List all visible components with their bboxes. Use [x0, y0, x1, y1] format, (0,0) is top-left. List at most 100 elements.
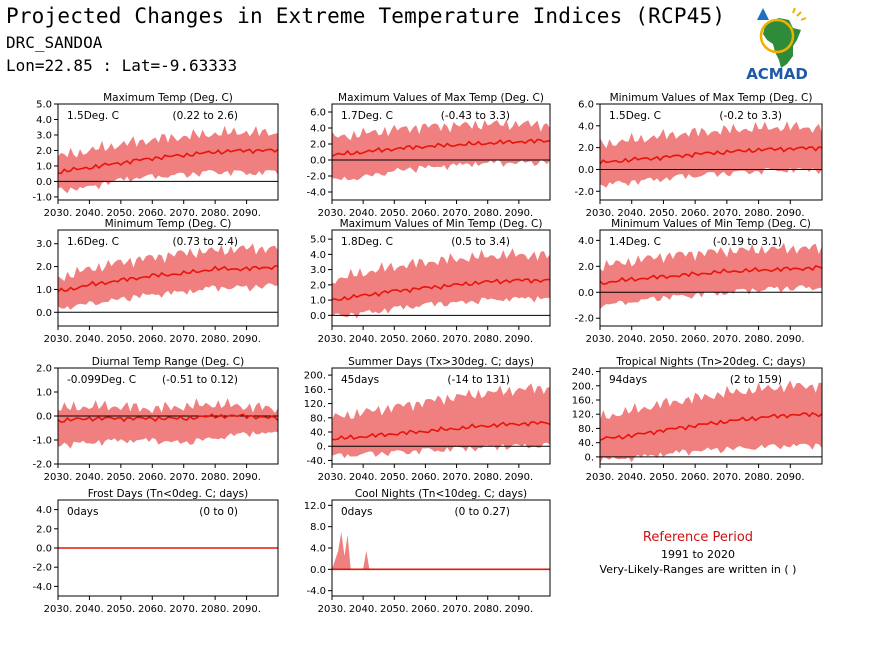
y-tick-label: 240.: [572, 367, 594, 378]
chart-title: Frost Days (Tn<0deg. C; days): [88, 488, 248, 500]
likely-range: (-14 to 131): [447, 374, 510, 386]
x-tick-label: 2070.: [442, 604, 471, 615]
y-tick-label: 1.0: [310, 296, 326, 307]
plot-border: [57, 229, 279, 327]
y-tick-label: 4.0: [310, 250, 326, 261]
y-tick-label: 5.0: [36, 100, 52, 111]
x-tick-label: 2050.: [107, 604, 136, 615]
y-tick-label: -1.0: [32, 436, 52, 447]
x-tick-label: 2040.: [617, 208, 646, 219]
change-value: 0days: [67, 506, 98, 518]
x-tick-label: 2030.: [44, 472, 73, 483]
y-tick-label: -2.0: [574, 187, 594, 198]
y-tick-label: 2.0: [36, 146, 52, 157]
y-tick-label: 2.0: [578, 262, 594, 273]
chart-title: Diurnal Temp Range (Deg. C): [92, 356, 244, 368]
chart-panel: Maximum Values of Min Temp (Deg. C) 1.8De…: [310, 218, 551, 345]
change-value: 1.8Deg. C: [341, 236, 393, 248]
x-tick-label: 2050.: [107, 208, 136, 219]
x-tick-label: 2060.: [411, 472, 440, 483]
y-tick-label: 0.0: [36, 177, 52, 188]
x-tick-label: 2080.: [744, 208, 773, 219]
chart-title: Cool Nights (Tn<10deg. C; days): [355, 488, 527, 500]
x-tick-label: 2060.: [138, 472, 167, 483]
x-tick-label: 2090.: [505, 208, 534, 219]
plot-border: [599, 367, 823, 465]
x-tick-label: 2080.: [744, 472, 773, 483]
change-value: 94days: [609, 374, 647, 386]
x-tick-label: 2040.: [349, 208, 378, 219]
y-tick-label: 2.0: [36, 262, 52, 273]
chart-panel: Cool Nights (Tn<10deg. C; days) 0days (0 t…: [304, 488, 551, 615]
x-tick-label: 2040.: [75, 604, 104, 615]
chart-title: Summer Days (Tx>30deg. C; days): [348, 356, 534, 368]
y-tick-label: 2.0: [36, 364, 52, 375]
likely-range: (0.73 to 2.4): [173, 236, 239, 248]
y-tick-label: 80.: [578, 424, 594, 435]
plot-border: [57, 103, 279, 201]
x-tick-label: 2060.: [138, 334, 167, 345]
y-tick-label: 0.0: [578, 165, 594, 176]
x-tick-label: 2030.: [44, 604, 73, 615]
likely-range: (-0.19 to 3.1): [713, 236, 782, 248]
median-line: [331, 421, 551, 441]
y-tick-label: 1.0: [36, 388, 52, 399]
station-coordinates: Lon=22.85 : Lat=-9.63333: [6, 56, 238, 75]
x-tick-label: 2070.: [442, 472, 471, 483]
likely-range: (-0.51 to 0.12): [162, 374, 238, 386]
y-tick-label: 80.: [310, 413, 326, 424]
y-tick-label: -40.: [306, 456, 326, 467]
x-tick-label: 2060.: [411, 334, 440, 345]
x-tick-label: 2070.: [169, 208, 198, 219]
y-tick-label: 1.0: [36, 285, 52, 296]
x-tick-label: 2080.: [473, 208, 502, 219]
x-tick-label: 2090.: [776, 208, 805, 219]
likely-range: (0 to 0): [199, 506, 238, 518]
likely-range: (2 to 159): [730, 374, 782, 386]
y-tick-label: -1.0: [32, 192, 52, 203]
x-tick-label: 2090.: [505, 472, 534, 483]
plot-frame: [331, 499, 551, 597]
chart-title: Minimum Temp (Deg. C): [105, 218, 232, 230]
x-tick-label: 2090.: [505, 604, 534, 615]
x-tick-label: 2090.: [232, 472, 261, 483]
chart-title: Minimum Values of Max Temp (Deg. C): [610, 92, 813, 104]
y-tick-label: -2.0: [32, 563, 52, 574]
reference-period-title: Reference Period: [642, 530, 754, 545]
x-tick-label: 2080.: [201, 208, 230, 219]
y-tick-label: 120.: [304, 399, 326, 410]
x-tick-label: 2030.: [318, 472, 347, 483]
y-tick-label: -4.0: [306, 586, 326, 597]
change-value: 0days: [341, 506, 372, 518]
x-tick-label: 2040.: [617, 472, 646, 483]
x-tick-label: 2080.: [201, 334, 230, 345]
median-line: [599, 265, 823, 286]
x-tick-label: 2050.: [380, 208, 409, 219]
y-tick-label: 0.0: [310, 156, 326, 167]
y-tick-label: 0.0: [310, 565, 326, 576]
chart-panel: Minimum Temp (Deg. C) 1.6Deg. C (0.73 to 2…: [36, 218, 279, 345]
range-band: [332, 383, 550, 459]
x-tick-label: 2080.: [744, 334, 773, 345]
change-value: 45days: [341, 374, 379, 386]
range-band: [600, 121, 822, 188]
y-tick-label: -4.0: [306, 188, 326, 199]
chart-panel: Minimum Values of Max Temp (Deg. C) 1.5De…: [574, 92, 823, 219]
change-value: 1.6Deg. C: [67, 236, 119, 248]
y-tick-label: 4.0: [578, 121, 594, 132]
change-value: 1.5Deg. C: [67, 110, 119, 122]
x-tick-label: 2030.: [318, 208, 347, 219]
x-tick-label: 2060.: [681, 334, 710, 345]
likely-range: (0 to 0.27): [455, 506, 510, 518]
x-tick-label: 2040.: [349, 604, 378, 615]
change-value: 1.4Deg. C: [609, 236, 661, 248]
y-tick-label: 12.0: [304, 501, 326, 512]
x-tick-label: 2030.: [44, 334, 73, 345]
y-tick-label: 40.: [578, 438, 594, 449]
y-tick-label: 200.: [572, 381, 594, 392]
y-tick-label: -4.0: [32, 582, 52, 593]
x-tick-label: 2040.: [75, 334, 104, 345]
range-band: [58, 125, 278, 194]
y-tick-label: 200.: [304, 371, 326, 382]
y-tick-label: 0.0: [578, 288, 594, 299]
